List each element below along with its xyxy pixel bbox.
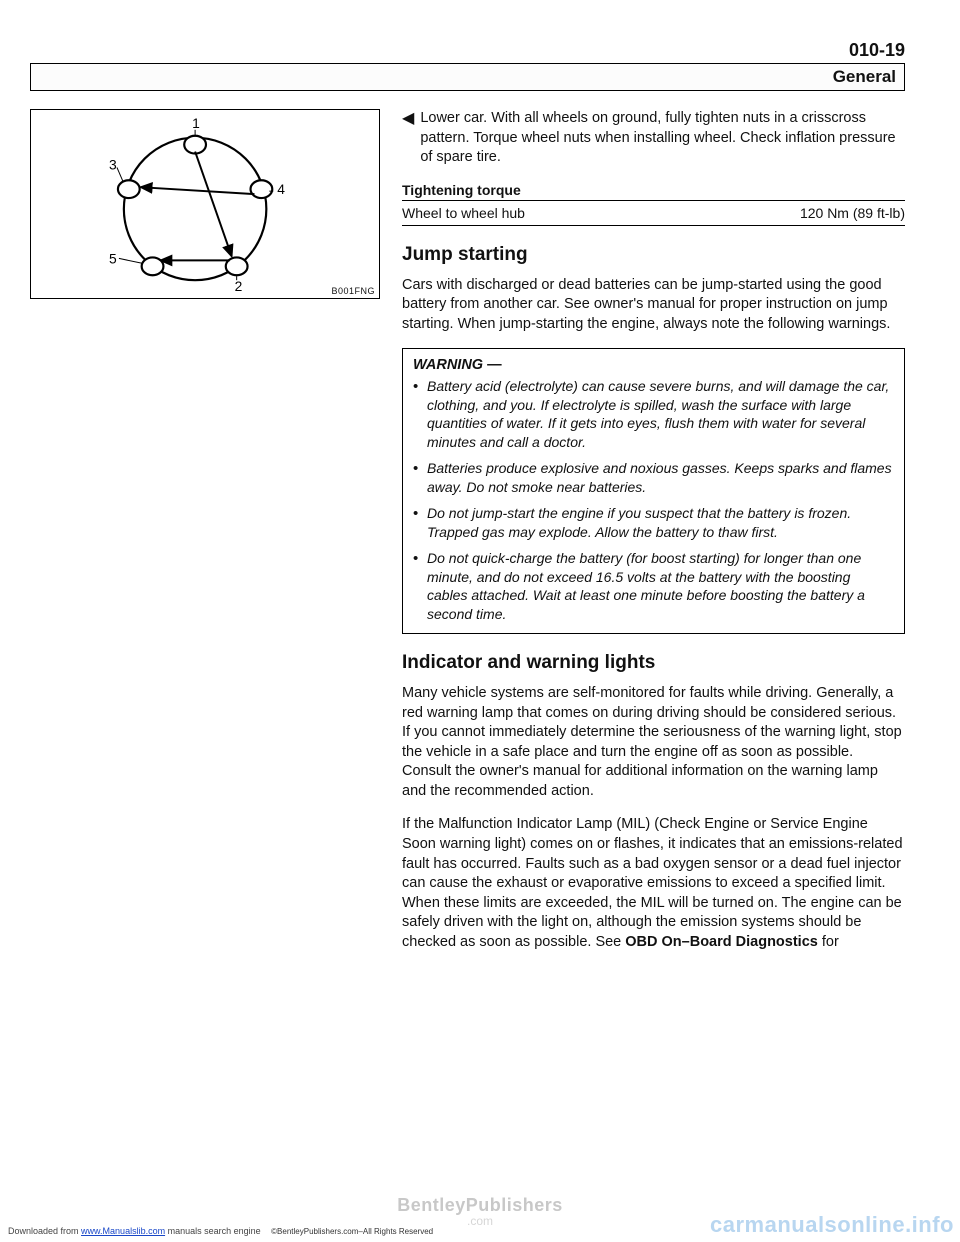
manualslib-link[interactable]: www.Manualslib.com [81, 1226, 165, 1236]
right-column: ◀ Lower car. With all wheels on ground, … [402, 109, 905, 966]
indicator-p2: If the Malfunction Indicator Lamp (MIL) … [402, 815, 905, 952]
figure-code: B001FNG [331, 286, 375, 296]
warning-item: Battery acid (electrolyte) can cause sev… [413, 377, 894, 451]
rights-text: ©BentleyPublishers.com–All Rights Reserv… [271, 1227, 433, 1236]
wheel-nut-figure: 1 4 2 5 3 B001FNG [30, 109, 380, 299]
left-column: 1 4 2 5 3 B001FNG [30, 109, 380, 966]
site-watermark: carmanualsonline.info [710, 1212, 954, 1238]
nut-label-1: 1 [192, 115, 200, 131]
warning-item: Do not jump-start the engine if you susp… [413, 504, 894, 541]
download-line: Downloaded from www.Manualslib.com manua… [8, 1226, 433, 1236]
nut-label-3: 3 [109, 156, 117, 172]
indicator-heading: Indicator and warning lights [402, 652, 905, 674]
jump-starting-intro: Cars with discharged or dead batteries c… [402, 276, 905, 335]
warning-item: Do not quick-charge the battery (for boo… [413, 549, 894, 623]
warning-item: Batteries produce explosive and noxious … [413, 459, 894, 496]
indicator-p2-pre: If the Malfunction Indicator Lamp (MIL) … [402, 816, 903, 949]
callout-text: Lower car. With all wheels on ground, fu… [420, 109, 905, 168]
nut-label-2: 2 [235, 278, 243, 294]
section-header: General [30, 63, 905, 91]
figure-svg: 1 4 2 5 3 [31, 110, 379, 298]
warning-box: WARNING Battery acid (electrolyte) can c… [402, 348, 905, 634]
callout-arrow-icon: ◀ [402, 109, 414, 127]
warning-list: Battery acid (electrolyte) can cause sev… [413, 377, 894, 623]
manual-page: 010-19 General [0, 0, 960, 1242]
indicator-p2-post: for [818, 934, 839, 950]
content-columns: 1 4 2 5 3 B001FNG [30, 109, 905, 966]
page-number: 010-19 [30, 40, 905, 61]
warning-title: WARNING [413, 357, 894, 373]
torque-item: Wheel to wheel hub [402, 205, 525, 221]
lower-car-callout: ◀ Lower car. With all wheels on ground, … [402, 109, 905, 168]
download-post: manuals search engine [165, 1226, 261, 1236]
download-pre: Downloaded from [8, 1226, 81, 1236]
torque-heading: Tightening torque [402, 182, 905, 198]
nut-label-4: 4 [277, 181, 285, 197]
nut-label-5: 5 [109, 250, 117, 266]
header-label: General [833, 67, 896, 86]
indicator-p1: Many vehicle systems are self-monitored … [402, 684, 905, 801]
indicator-p2-bold: OBD On–Board Diagnostics [625, 934, 818, 950]
jump-starting-heading: Jump starting [402, 244, 905, 266]
torque-spec-row: Wheel to wheel hub 120 Nm (89 ft-lb) [402, 200, 905, 226]
torque-value: 120 Nm (89 ft-lb) [800, 205, 905, 221]
